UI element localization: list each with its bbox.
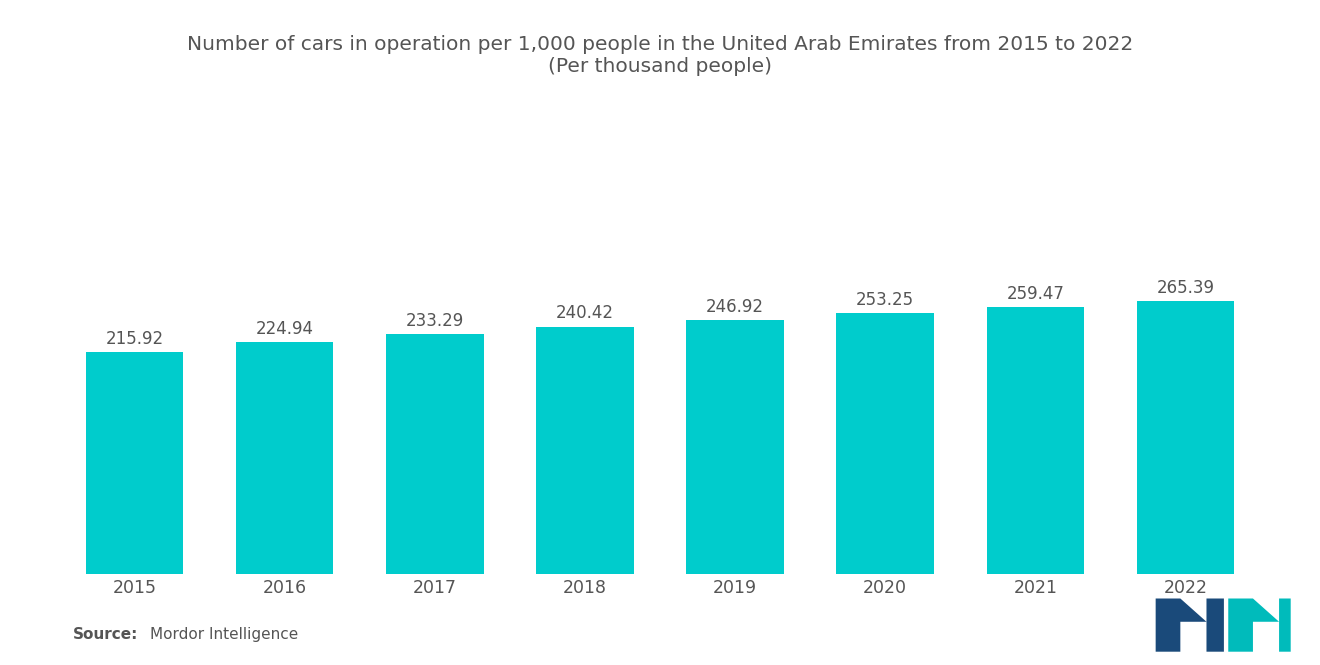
Bar [1137,301,1234,574]
Text: 240.42: 240.42 [556,305,614,323]
Text: 265.39: 265.39 [1156,279,1214,297]
Polygon shape [1228,598,1291,652]
Bar [986,307,1084,574]
Text: 224.94: 224.94 [256,321,314,338]
Text: 246.92: 246.92 [706,298,764,316]
Text: 215.92: 215.92 [106,330,164,348]
Text: Source:: Source: [73,626,139,642]
Title: Number of cars in operation per 1,000 people in the United Arab Emirates from 20: Number of cars in operation per 1,000 pe… [187,35,1133,76]
Text: 253.25: 253.25 [857,291,915,309]
Text: 233.29: 233.29 [405,312,463,330]
Bar [86,352,183,574]
Text: Mordor Intelligence: Mordor Intelligence [150,626,298,642]
Polygon shape [1156,598,1224,652]
Bar [236,342,334,574]
Bar [536,327,634,574]
Bar [686,320,784,574]
Bar [837,313,935,574]
Text: 259.47: 259.47 [1006,285,1064,303]
Bar [385,334,483,574]
